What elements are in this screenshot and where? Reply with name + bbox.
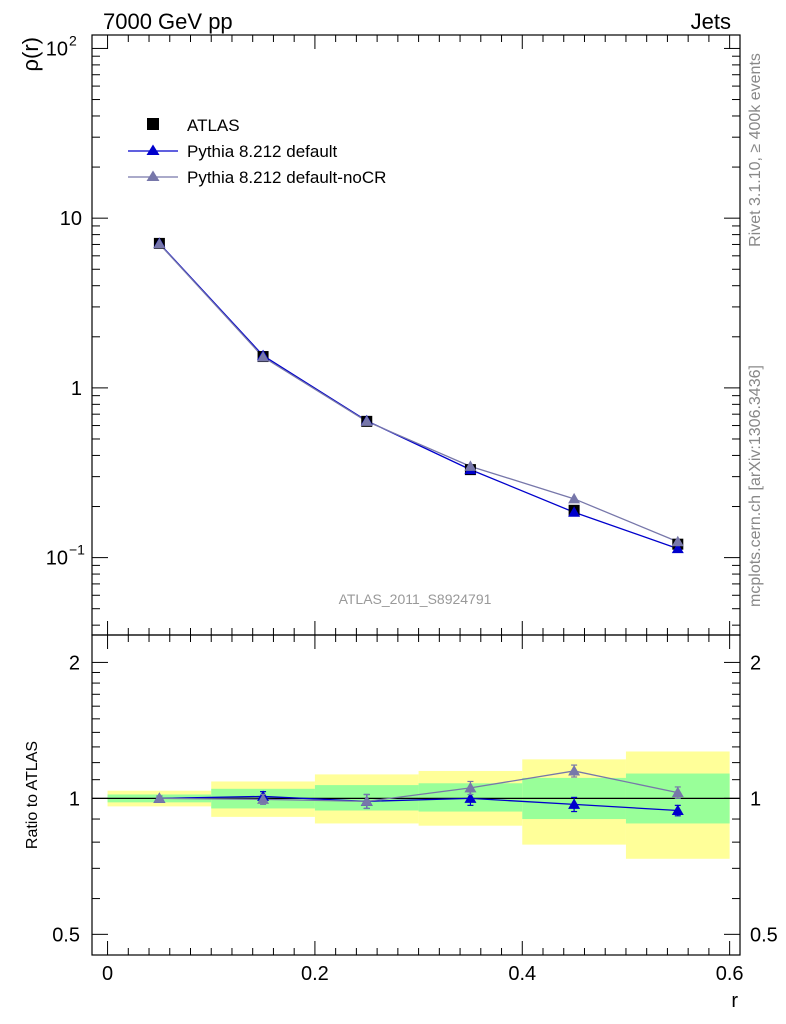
main-y-tick-label: 10 [46,548,68,570]
legend-atlas-marker-icon [147,118,159,130]
ratio-point-pythia-nocr [568,764,581,776]
ratio-y-tick-label-left: 1 [69,788,80,810]
ratio-plot-area [92,751,740,859]
ratio-y-tick-label-right: 1 [750,788,761,810]
ratio-y-tick-label-left: 0.5 [52,924,80,946]
ratio-x-axis-label: r [731,990,738,1012]
main-y-tick-label: 10 [60,208,82,230]
ratio-point-pythia-default [671,804,684,816]
main-y-tick-label: 10 [46,38,68,60]
ratio-x-tick-label: 0 [102,963,113,985]
main-point-pythia-nocr [568,492,581,504]
ratio-x-tick-label: 0.2 [301,963,329,985]
ratio-point-pythia-nocr [464,781,477,793]
mcplots-label: mcplots.cern.ch [arXiv:1306.3436] [747,365,764,607]
main-y-tick-label-exponent: −1 [69,542,85,558]
ratio-point-pythia-nocr [360,795,373,806]
ratio-point-pythia-nocr [671,786,684,798]
main-y-tick-label-exponent: 2 [69,32,77,48]
main-point-pythia-nocr [153,237,166,249]
main-series-line-pythia-default [158,242,679,550]
main-point-pythia-nocr [360,415,373,426]
legend-nocr-marker-icon [146,170,160,181]
ratio-x-tick-label: 0.4 [508,963,536,985]
main-point-pythia-default [671,542,684,554]
ratio-y-tick-label-right: 2 [750,652,761,674]
ratio-x-tick-label: 0.6 [716,963,744,985]
ratio-series-line-pythia-nocr [159,770,678,802]
ratio-point-pythia-default [568,798,581,809]
main-point-pythia-default [568,506,581,517]
legend-nocr-label: Pythia 8.212 default-noCR [187,168,386,187]
ratio-panel: 0.5 0.5 1 1 2 2 0 0.2 0.4 0.6 Ratio to ATLAS r [24,634,778,1012]
ratio-x-axis: 0 0.2 0.4 0.6 [102,635,744,985]
main-series-line-pythia-nocr [158,243,679,543]
legend-default-label: Pythia 8.212 default [187,142,338,161]
ratio-y-tick-label-left: 2 [69,652,80,674]
ratio-y-tick-label-right: 0.5 [750,924,778,946]
ratio-point-pythia-default [464,792,477,803]
legend-default-marker-icon [146,144,160,155]
ratio-y-axis: 0.5 0.5 1 1 2 2 [52,652,778,946]
ratio-point-pythia-nocr [153,792,166,803]
ratio-panel-frame [91,634,741,956]
main-point-pythia-nocr [257,351,270,362]
main-y-axis-label: ρ(r) [18,37,43,72]
main-y-tick-label: 1 [71,378,82,400]
rivet-label: Rivet 3.1.10, ≥ 400k events [747,53,764,247]
analysis-watermark: ATLAS_2011_S8924791 [339,591,492,607]
header-right: Jets [691,9,731,34]
header-left: 7000 GeV pp [103,9,233,34]
ratio-point-pythia-nocr [257,793,270,804]
ratio-series-line-pythia-default [159,795,678,812]
main-point-pythia-nocr [464,460,477,471]
legend-atlas-label: ATLAS [187,116,240,135]
main-plot-area [153,237,684,554]
main-point-pythia-nocr [671,535,684,547]
legend: ATLAS Pythia 8.212 default Pythia 8.212 … [128,116,386,187]
ratio-y-axis-label: Ratio to ATLAS [24,741,41,849]
